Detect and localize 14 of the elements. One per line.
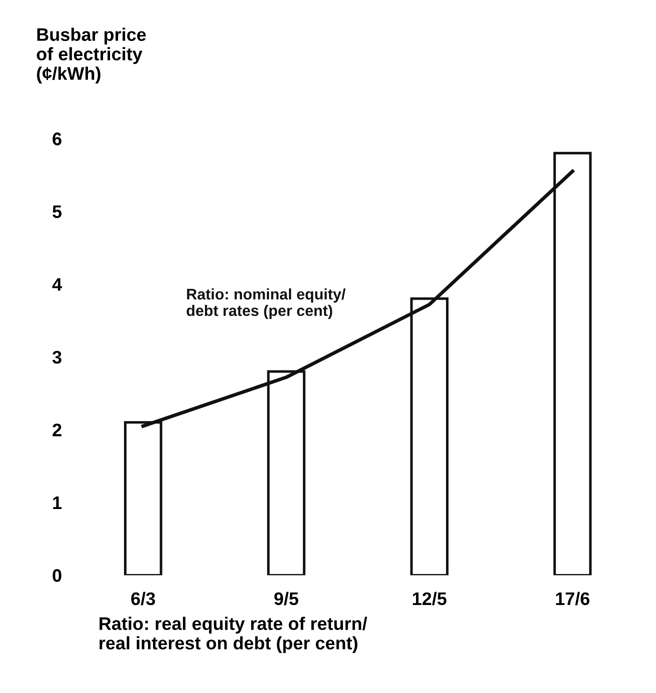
y-tick-label: 2 xyxy=(52,424,62,436)
y-axis-title: Busbar price of electricity (¢/kWh) xyxy=(36,28,146,84)
y-tick-label: 0 xyxy=(52,569,62,582)
x-axis-title: Ratio: real equity rate of return/ real interest on debt (per cent) xyxy=(100,616,368,654)
y-tick-label: 5 xyxy=(52,205,62,218)
x-tick-label: 12/5 xyxy=(412,592,446,606)
y-tick-label: 3 xyxy=(52,350,62,364)
y-tick-label: 6 xyxy=(52,132,62,146)
series-label: Ratio: nominal equity/ debt rates (per cent) xyxy=(186,288,346,320)
y-tick-label: 1 xyxy=(53,496,62,509)
y-tick-label: 4 xyxy=(52,278,62,291)
x-tick-label: 9/5 xyxy=(274,592,298,606)
x-tick-label: 6/3 xyxy=(131,592,156,606)
x-tick-label: 17/6 xyxy=(556,592,590,606)
